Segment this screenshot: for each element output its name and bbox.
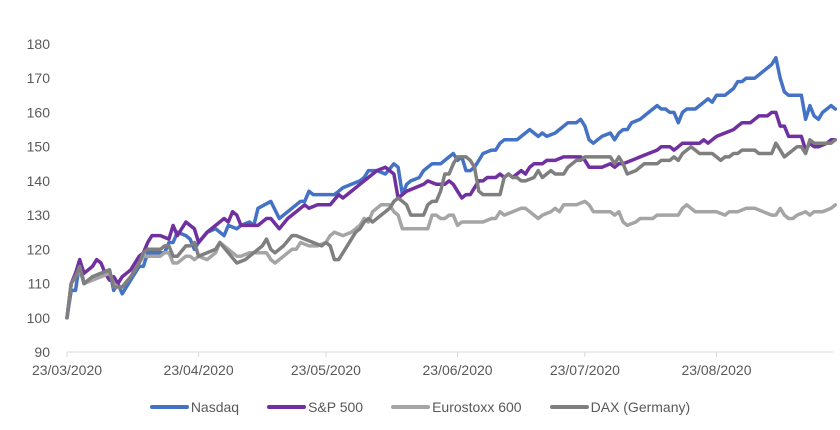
series-line-dax-germany (65, 138, 838, 320)
x-axis-ticks: 23/03/2020 23/04/2020 23/05/2020 23/06/2020… (32, 352, 752, 378)
x-tick-label: 23/07/2020 (550, 362, 620, 378)
series-line-nasdaq (65, 55, 838, 320)
y-tick-label: 100 (27, 310, 51, 326)
y-tick-label: 160 (27, 104, 51, 120)
series-lines (65, 55, 838, 320)
line-chart: 90 100 110 120 130 140 150 160 170 180 23/03/2020… (27, 36, 838, 378)
x-tick-label: 23/05/2020 (291, 362, 361, 378)
legend-label: DAX (Germany) (590, 399, 691, 415)
legend-item: DAX (Germany) (549, 399, 691, 415)
y-tick-label: 170 (27, 70, 51, 86)
y-tick-label: 90 (34, 344, 50, 360)
legend-swatch (391, 405, 431, 409)
x-tick-label: 23/03/2020 (32, 362, 102, 378)
legend: Nasdaq S&P 500 Eurostoxx 600 DAX (Germany) (0, 399, 840, 415)
x-tick-label: 23/08/2020 (681, 362, 751, 378)
y-tick-label: 110 (28, 276, 51, 292)
y-tick-label: 150 (27, 139, 51, 155)
legend-swatch (267, 405, 307, 409)
y-tick-label: 180 (27, 36, 51, 52)
y-tick-label: 130 (27, 207, 51, 223)
series-line-eurostoxx-600 (65, 199, 838, 320)
legend-swatch (549, 405, 589, 409)
x-tick-label: 23/04/2020 (164, 362, 234, 378)
legend-item: S&P 500 (267, 399, 363, 415)
legend-item: Nasdaq (149, 399, 240, 415)
legend-swatch (149, 405, 189, 409)
legend-label: Nasdaq (190, 399, 240, 415)
legend-label: S&P 500 (308, 399, 364, 415)
legend-item: Eurostoxx 600 (391, 399, 522, 415)
y-tick-label: 120 (27, 241, 51, 257)
y-axis-ticks: 90 100 110 120 130 140 150 160 170 180 (27, 36, 51, 360)
x-tick-label: 23/06/2020 (423, 362, 493, 378)
y-tick-label: 140 (27, 173, 51, 189)
legend-label: Eurostoxx 600 (432, 399, 522, 415)
